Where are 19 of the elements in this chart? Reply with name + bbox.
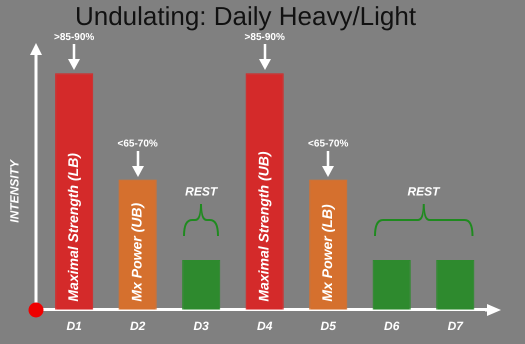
annotation: Mx Power (LB) <box>319 204 336 302</box>
y-axis-title: INTENSITY <box>8 159 22 223</box>
annotation: Maximal Strength (UB) <box>256 151 272 302</box>
text: >85-90% <box>54 32 94 43</box>
x-tick-label: D2 <box>130 319 146 334</box>
text: >85-90% <box>244 32 285 43</box>
annotation: <65-70% <box>308 138 348 150</box>
annotation: Mx Power (UB) <box>128 202 145 302</box>
annotation: Maximal Strength (LB) <box>65 152 82 302</box>
x-tick-label: D7 <box>448 319 464 334</box>
annotation: <65-70% <box>118 138 158 150</box>
x-tick-label: D5 <box>320 319 336 334</box>
annotation: REST <box>407 184 442 198</box>
x-tick-label: D1 <box>66 319 82 334</box>
x-tick-label: D4 <box>257 319 273 334</box>
x-tick-label: D3 <box>194 319 210 334</box>
chart-title: Undulating: Daily Heavy/Light <box>74 0 417 31</box>
x-tick-label: D6 <box>384 319 400 334</box>
annotation: REST <box>185 184 219 198</box>
